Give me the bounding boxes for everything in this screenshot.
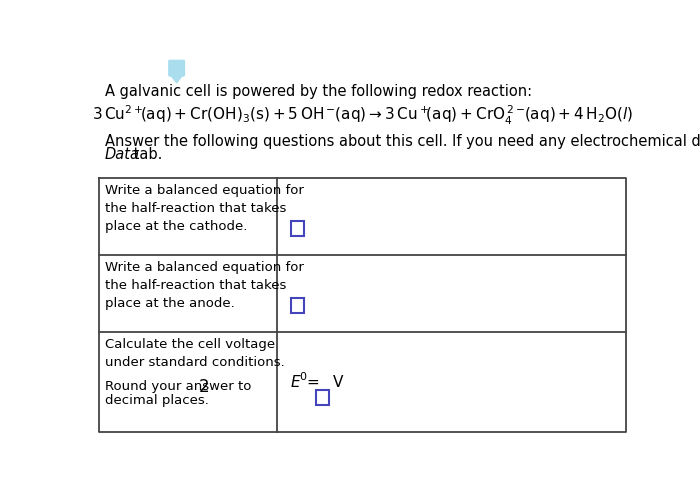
Text: $\mathit{E}$: $\mathit{E}$ [290, 374, 302, 390]
Text: $0$: $0$ [299, 370, 307, 382]
Text: tab.: tab. [129, 147, 162, 163]
Polygon shape [172, 76, 182, 83]
Text: decimal places.: decimal places. [105, 394, 209, 407]
Bar [291, 220, 304, 236]
Bar [291, 298, 304, 313]
Text: Write a balanced equation for
the half-reaction that takes
place at the anode.: Write a balanced equation for the half-r… [105, 261, 304, 310]
Text: A galvanic cell is powered by the following redox reaction:: A galvanic cell is powered by the follow… [104, 83, 532, 99]
Text: $3\,\mathrm{Cu}^{2+}\!\!\mathrm{(aq)} + \mathrm{Cr(OH)_3(s)} + 5\,\mathrm{OH}^-\: $3\,\mathrm{Cu}^{2+}\!\!\mathrm{(aq)} + … [92, 104, 634, 127]
Text: Calculate the cell voltage
under standard conditions.: Calculate the cell voltage under standar… [105, 338, 285, 369]
Bar [316, 390, 328, 406]
Text: V: V [332, 375, 343, 390]
Text: =: = [306, 375, 318, 390]
Text: Answer the following questions about this cell. If you need any electrochemical : Answer the following questions about thi… [104, 135, 700, 149]
Text: Write a balanced equation for
the half-reaction that takes
place at the cathode.: Write a balanced equation for the half-r… [105, 185, 304, 233]
Text: Data: Data [104, 147, 139, 163]
Text: Round your answer to: Round your answer to [105, 380, 256, 393]
FancyBboxPatch shape [168, 60, 185, 77]
Text: 2: 2 [199, 379, 210, 396]
